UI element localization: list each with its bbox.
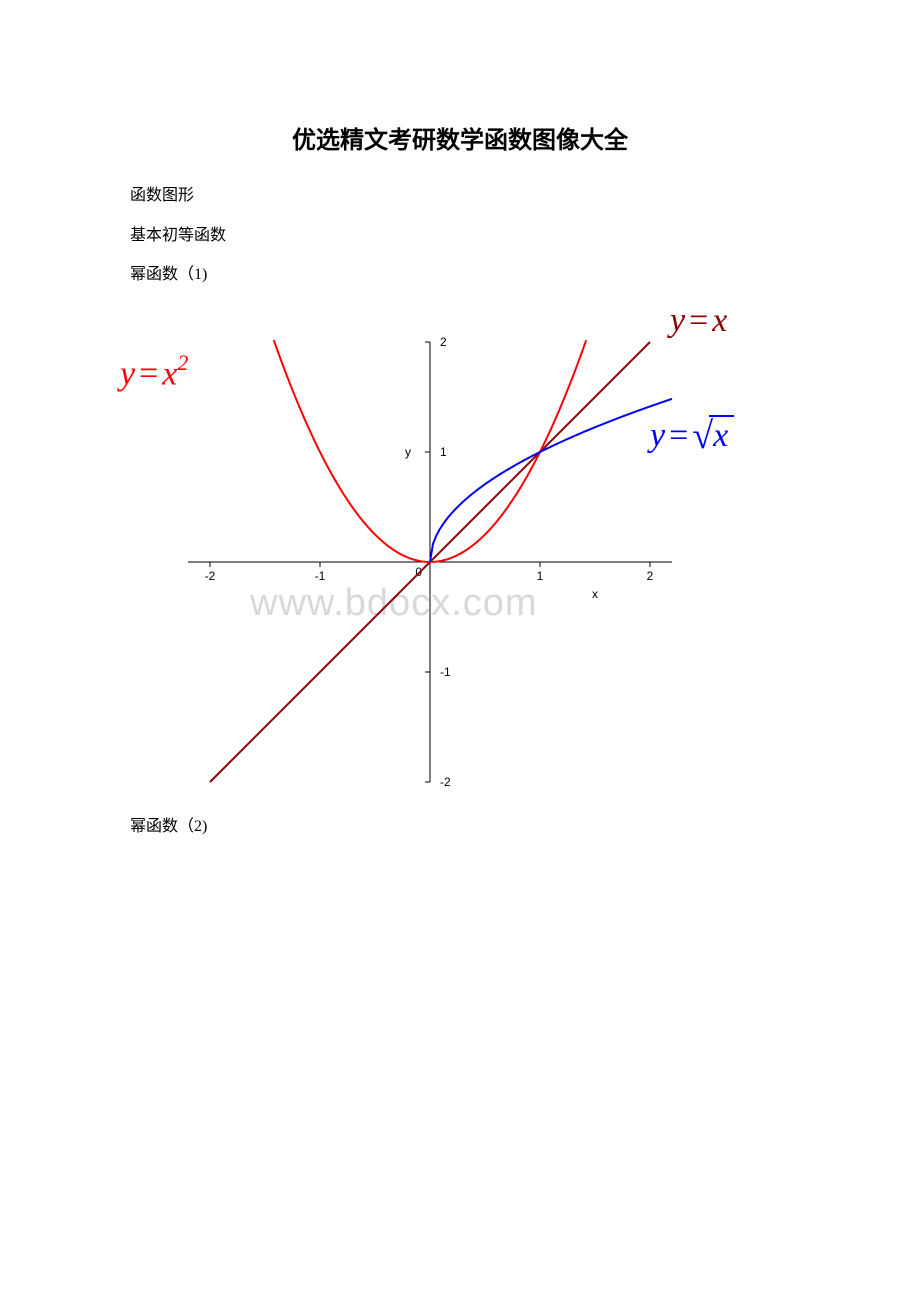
text-line-4: 幂函数（2) bbox=[130, 814, 790, 840]
svg-text:1: 1 bbox=[537, 569, 544, 583]
svg-text:1: 1 bbox=[440, 445, 447, 459]
svg-text:y: y bbox=[405, 445, 411, 459]
svg-text:-1: -1 bbox=[440, 665, 451, 679]
svg-text:x: x bbox=[592, 587, 598, 601]
chart-svg: -2-112-2-1120xy bbox=[130, 302, 790, 802]
svg-text:2: 2 bbox=[440, 335, 447, 349]
svg-text:-2: -2 bbox=[440, 775, 451, 789]
svg-text:-2: -2 bbox=[205, 569, 216, 583]
svg-text:-1: -1 bbox=[315, 569, 326, 583]
svg-text:2: 2 bbox=[647, 569, 654, 583]
text-line-3: 幂函数（1) bbox=[130, 262, 790, 288]
page-title: 优选精文考研数学函数图像大全 bbox=[130, 120, 790, 155]
power-function-chart: y=x2 y=x y=√x www.bdocx.com -2-112-2-112… bbox=[130, 302, 790, 802]
text-line-2: 基本初等函数 bbox=[130, 223, 790, 249]
text-line-1: 函数图形 bbox=[130, 183, 790, 209]
